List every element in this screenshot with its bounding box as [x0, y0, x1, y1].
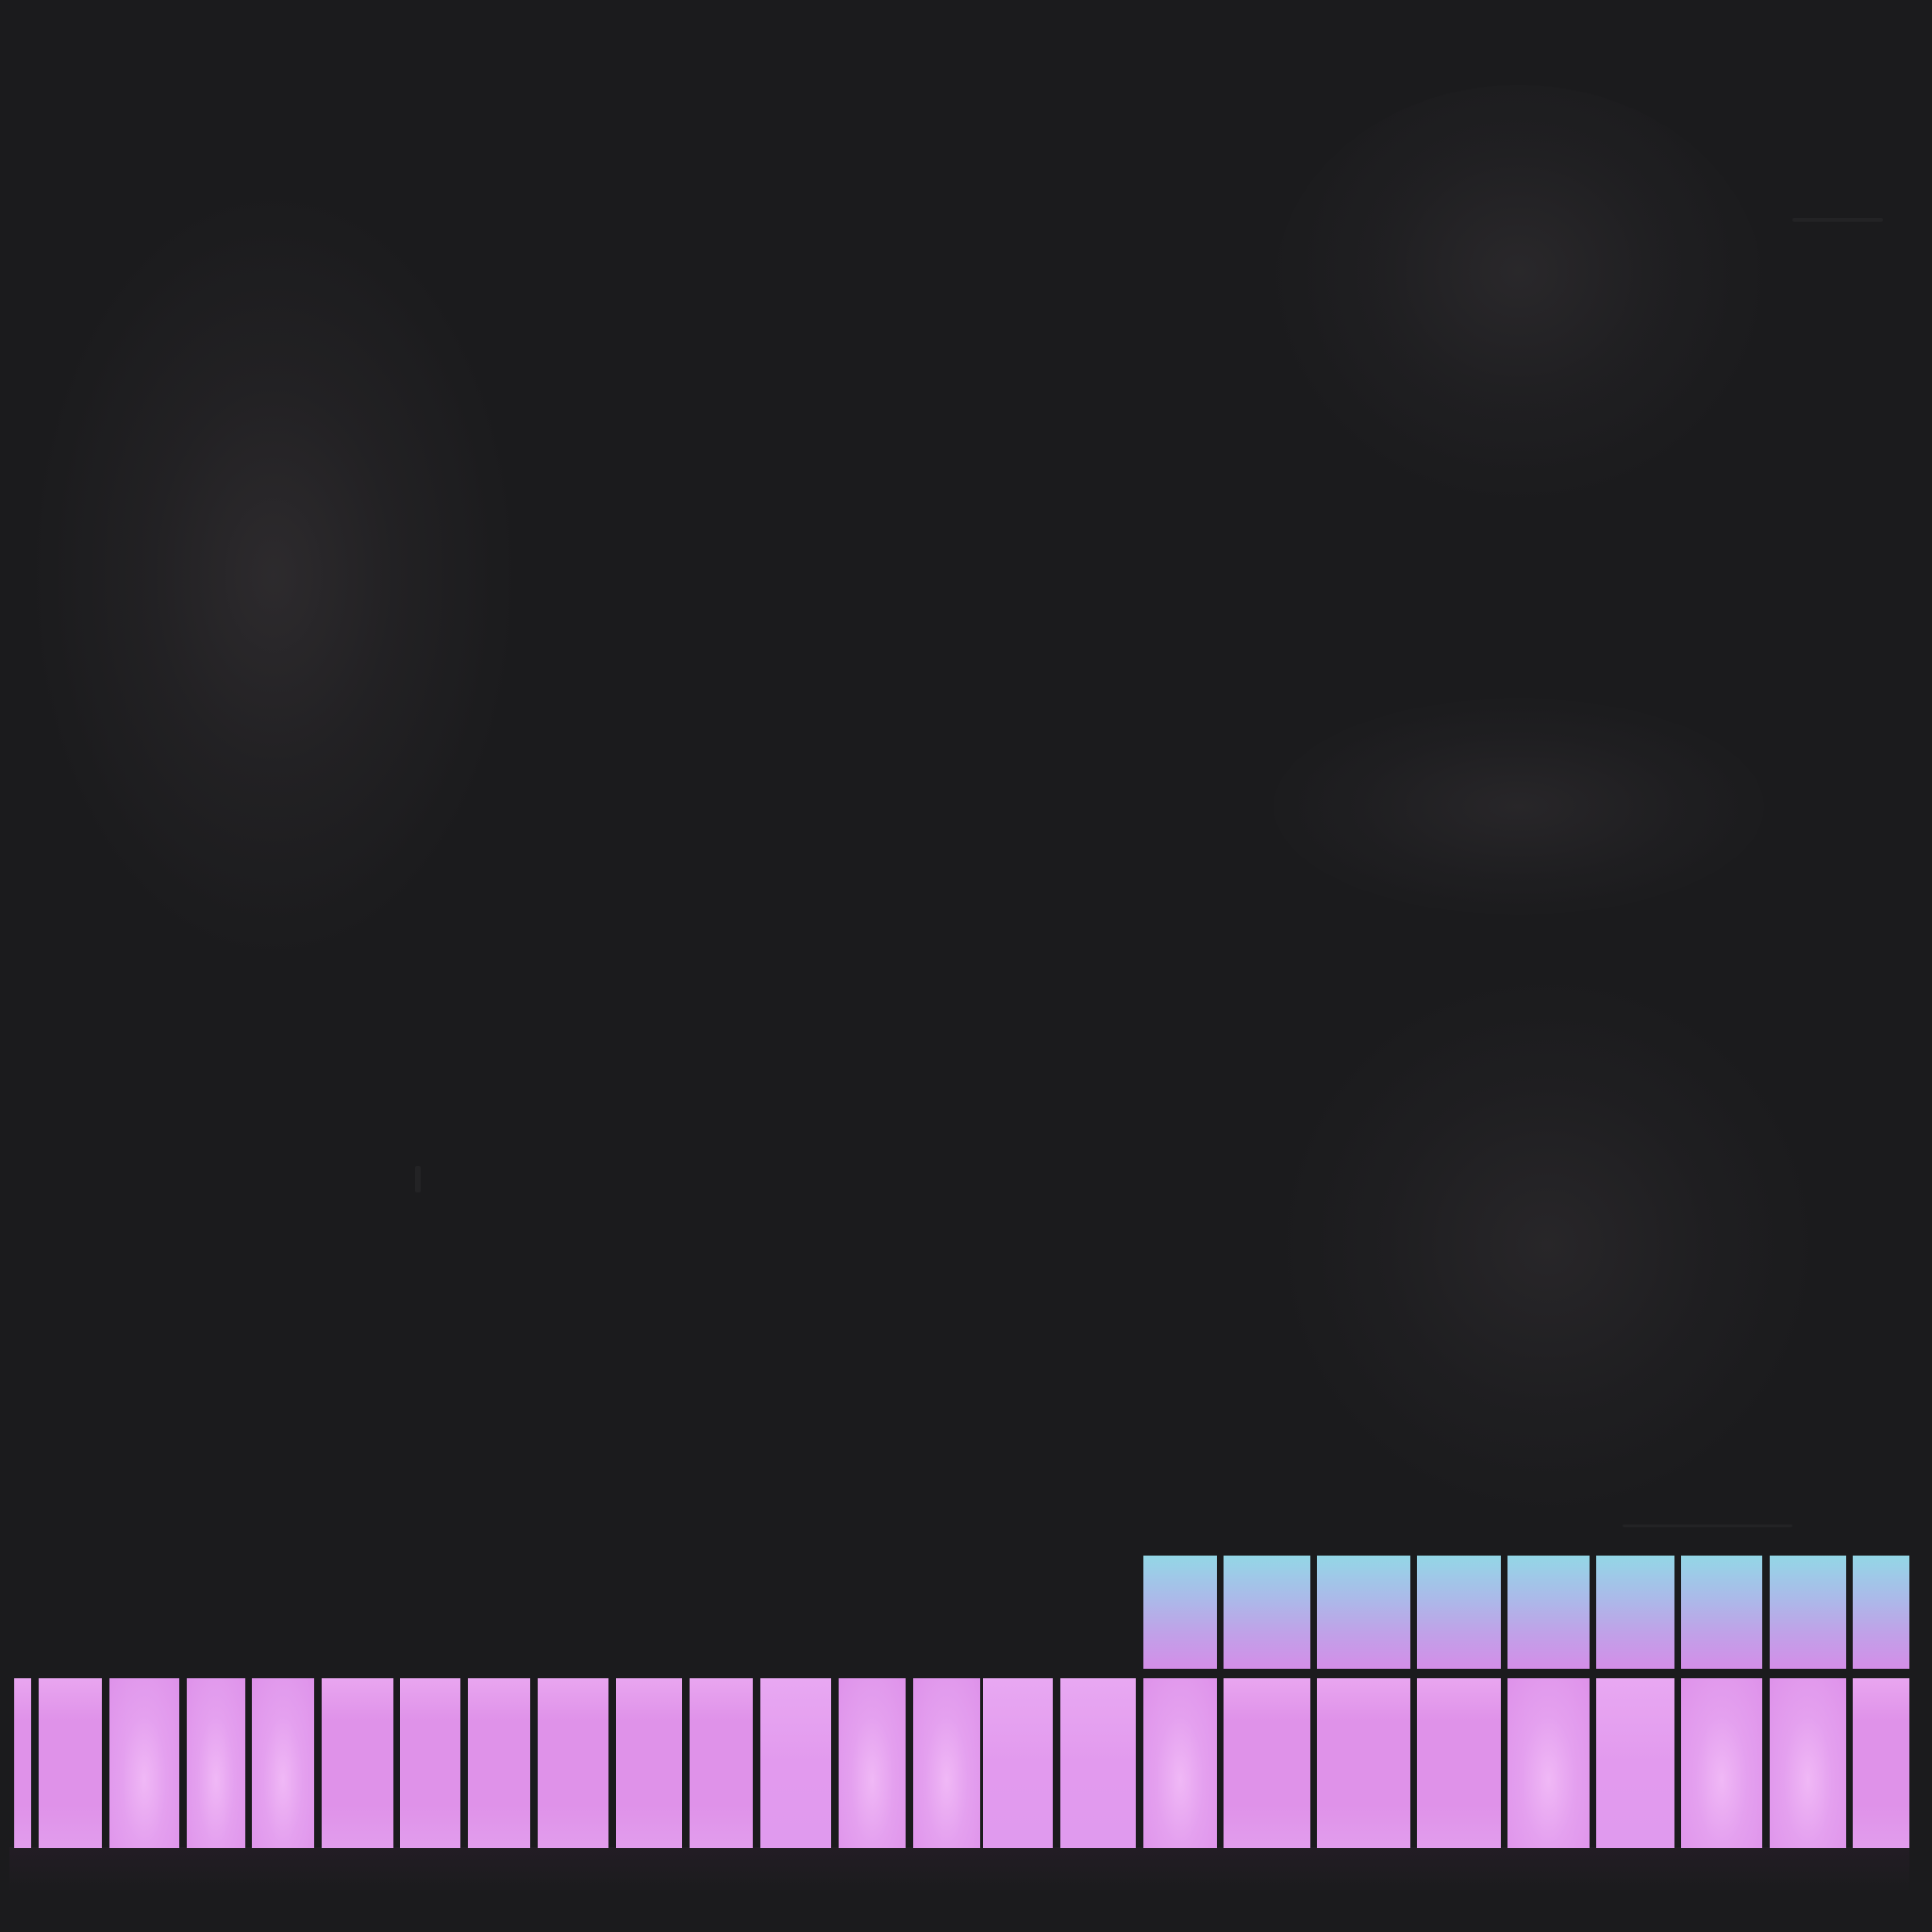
- bottom-tile: [1224, 1678, 1310, 1848]
- top-tile: [1417, 1556, 1501, 1669]
- blurred-shape-right-top: [1274, 85, 1764, 500]
- bottom-tile: [1060, 1678, 1136, 1848]
- top-tile: [1507, 1556, 1590, 1669]
- bottom-tile: [839, 1678, 906, 1848]
- bottom-tile: [1143, 1678, 1217, 1848]
- bottom-tile: [322, 1678, 393, 1848]
- bottom-tile: [187, 1678, 245, 1848]
- bottom-tile: [1596, 1678, 1674, 1848]
- faint-mark-middle-left: [415, 1166, 421, 1192]
- bottom-tile: [252, 1678, 314, 1848]
- blurred-shape-right-middle: [1274, 698, 1764, 915]
- bottom-tile: [913, 1678, 980, 1848]
- faint-line-bottom-right: [1623, 1524, 1792, 1527]
- bottom-tile: [1417, 1678, 1501, 1848]
- bottom-tile: [983, 1678, 1053, 1848]
- blurred-shape-right-bottom: [1283, 981, 1811, 1509]
- bottom-tile: [109, 1678, 179, 1848]
- bottom-tile: [760, 1678, 831, 1848]
- bottom-tile: [468, 1678, 530, 1848]
- bottom-tile: [538, 1678, 608, 1848]
- top-tile: [1143, 1556, 1217, 1669]
- bottom-tile: [690, 1678, 753, 1848]
- bottom-tile: [1770, 1678, 1846, 1848]
- top-tile: [1596, 1556, 1674, 1669]
- top-tile: [1770, 1556, 1846, 1669]
- bottom-tile: [14, 1678, 31, 1848]
- bottom-tile: [1681, 1678, 1762, 1848]
- tiles-reflection: [9, 1847, 1909, 1892]
- bottom-tile: [616, 1678, 682, 1848]
- top-tile: [1224, 1556, 1310, 1669]
- top-tile: [1681, 1556, 1762, 1669]
- bottom-tile: [1317, 1678, 1410, 1848]
- bottom-tile: [1507, 1678, 1590, 1848]
- bottom-tile: [400, 1678, 460, 1848]
- blurred-shape-left: [28, 189, 519, 962]
- bottom-tile: [39, 1678, 102, 1848]
- top-tile: [1853, 1556, 1909, 1669]
- faint-line-top-right: [1792, 218, 1883, 222]
- top-tile: [1317, 1556, 1410, 1669]
- bottom-tile: [1853, 1678, 1909, 1848]
